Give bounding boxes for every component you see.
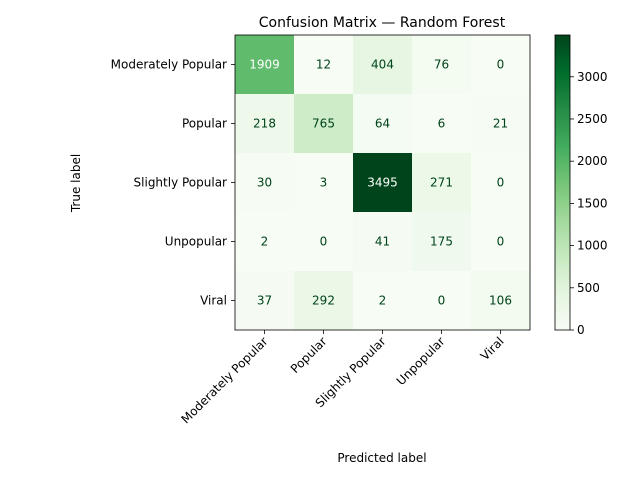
y-tick-label: Viral: [200, 294, 227, 308]
heatmap-cell: [353, 153, 413, 213]
heatmap-cell: [471, 94, 531, 154]
cell-value-label: 218: [253, 117, 276, 131]
heatmap-cell: [412, 212, 472, 272]
chart-title: Confusion Matrix — Random Forest: [259, 15, 506, 31]
y-tick-label: Moderately Popular: [111, 58, 227, 72]
heatmap-cell: [471, 271, 531, 331]
colorbar-tick-label: 2500: [577, 112, 608, 126]
cell-value-label: 292: [312, 294, 335, 308]
heatmap-cell: [471, 35, 531, 95]
colorbar-ticks: 0 500 1000 1500 2000 2500 3000: [570, 70, 608, 337]
cell-value-label: 404: [371, 58, 394, 72]
cell-value-label: 6: [438, 117, 446, 131]
x-tick-label: Unpopular: [394, 334, 448, 388]
colorbar-tick-label: 2000: [577, 154, 608, 168]
y-tick-label: Popular: [182, 117, 227, 131]
cell-value-label: 21: [493, 117, 508, 131]
cell-value-label: 0: [497, 235, 505, 249]
cell-value-label: 30: [257, 176, 272, 190]
heatmap-cell: [235, 271, 295, 331]
heatmap-cell: [294, 94, 354, 154]
cell-value-label: 271: [430, 176, 453, 190]
cell-value-label: 106: [489, 294, 512, 308]
heatmap-cell: [353, 35, 413, 95]
colorbar-tick-label: 1500: [577, 196, 608, 210]
heatmap-cell: [353, 94, 413, 154]
heatmap-cell: [412, 271, 472, 331]
heatmap-cell: [353, 271, 413, 331]
cell-value-label: 37: [257, 294, 272, 308]
x-tick-label: Popular: [288, 334, 330, 376]
cell-value-label: 0: [438, 294, 446, 308]
cell-value-label: 765: [312, 117, 335, 131]
cell-value-label: 64: [375, 117, 390, 131]
heatmap-cell: [294, 212, 354, 272]
x-tick-label: Viral: [478, 334, 507, 363]
colorbar-tick-label: 0: [577, 323, 585, 337]
x-axis-label: Predicted label: [337, 451, 426, 465]
heatmap-cell: [412, 153, 472, 213]
y-axis-label: True label: [69, 154, 83, 213]
heatmap-cell: [235, 35, 295, 95]
cell-value-label: 0: [497, 176, 505, 190]
heatmap-cell: [294, 271, 354, 331]
heatmap-cell: [235, 212, 295, 272]
heatmap-cell: [294, 153, 354, 213]
heatmap-cell-labels: 1909 12 404 76 0 218 765 64 6 21 30 3 3495 271 0 2 0 41 17…: [249, 58, 512, 308]
heatmap-cell: [353, 212, 413, 272]
cell-value-label: 76: [434, 58, 449, 72]
heatmap-cell: [471, 212, 531, 272]
heatmap-cell: [412, 94, 472, 154]
cell-value-label: 12: [316, 58, 331, 72]
y-tick-label: Slightly Popular: [134, 176, 228, 190]
heatmap-cells: [235, 35, 531, 331]
heatmap-cell: [235, 153, 295, 213]
heatmap-cell: [294, 35, 354, 95]
colorbar-tick-label: 1000: [577, 239, 608, 253]
heatmap-cell: [471, 153, 531, 213]
colorbar-tick-label: 3000: [577, 70, 608, 84]
cell-value-label: 2: [261, 235, 269, 249]
y-axis: Moderately Popular Popular Slightly Popula…: [111, 58, 235, 308]
heatmap-cell: [235, 94, 295, 154]
cell-value-label: 0: [497, 58, 505, 72]
x-tick-label: Moderately Popular: [178, 334, 270, 426]
cell-value-label: 1909: [249, 58, 280, 72]
cell-value-label: 0: [320, 235, 328, 249]
cell-value-label: 3: [320, 176, 328, 190]
heatmap-cell: [412, 35, 472, 95]
colorbar-tick-label: 500: [577, 281, 600, 295]
cell-value-label: 175: [430, 235, 453, 249]
y-tick-label: Unpopular: [165, 235, 227, 249]
cell-value-label: 2: [379, 294, 387, 308]
cell-value-label: 3495: [367, 176, 398, 190]
cell-value-label: 41: [375, 235, 390, 249]
colorbar: [554, 34, 571, 331]
